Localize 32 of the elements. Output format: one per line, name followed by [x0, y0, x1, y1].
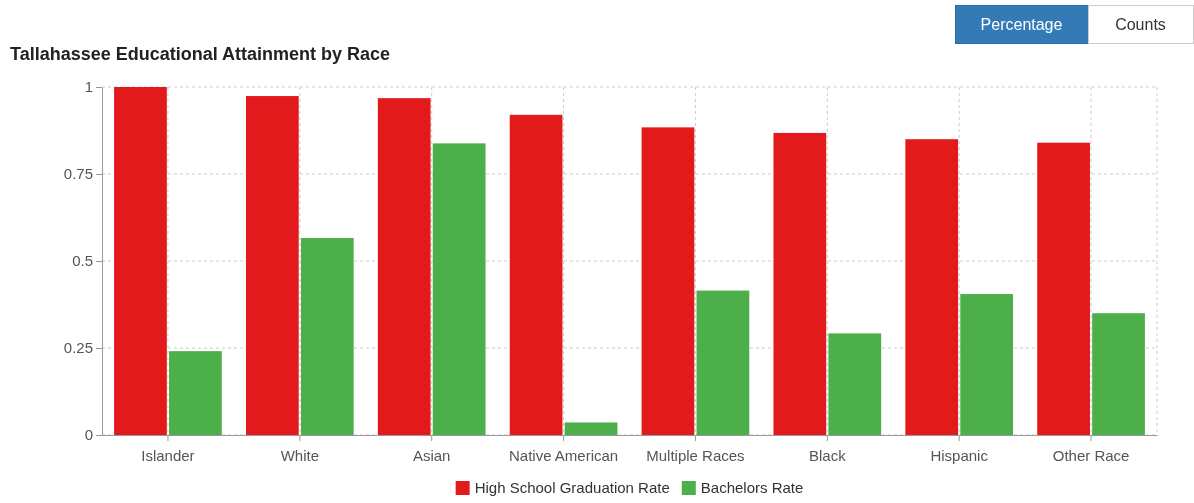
bar: [169, 351, 222, 435]
chart-title: Tallahassee Educational Attainment by Race: [10, 44, 391, 64]
x-tick-label: Asian: [412, 446, 451, 464]
bar: [960, 294, 1014, 435]
bar: [300, 238, 354, 435]
bar: [641, 127, 695, 435]
bar: [114, 87, 167, 435]
bar: [432, 143, 486, 435]
bar: [828, 333, 882, 435]
x-tick-label: Other Race: [1052, 446, 1130, 464]
x-tick-label: Black: [808, 446, 847, 464]
bar: [1037, 142, 1090, 435]
bar: [509, 114, 563, 435]
bar: [905, 139, 959, 435]
x-tick-label: Native American: [508, 446, 619, 464]
legend-label: Bachelors Rate: [700, 479, 804, 496]
y-tick-label: 0.75: [63, 165, 93, 183]
bar: [1092, 313, 1145, 435]
x-tick-label: Islander: [141, 446, 195, 464]
bar: [773, 132, 827, 435]
bar: [564, 422, 618, 435]
bar: [696, 290, 750, 435]
y-tick-label: 0: [84, 426, 93, 444]
bar: [245, 96, 299, 435]
y-tick-label: 1: [84, 78, 93, 96]
x-tick-label: White: [280, 446, 319, 464]
x-tick-label: Multiple Races: [646, 446, 745, 464]
legend-label: High School Graduation Rate: [474, 479, 670, 496]
y-tick-label: 0.5: [72, 252, 93, 270]
y-tick-label: 0.25: [63, 339, 93, 357]
bar: [377, 98, 431, 435]
x-tick-label: Hispanic: [930, 446, 989, 464]
